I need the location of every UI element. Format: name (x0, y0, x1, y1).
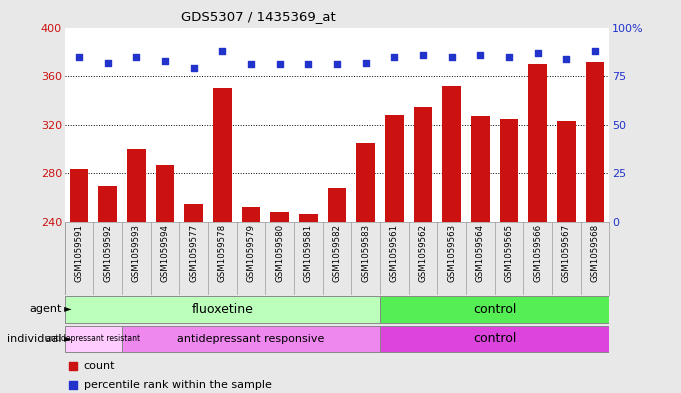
Bar (380, 326, 609, 352)
Point (446, 53, 457, 60)
Text: GSM1059580: GSM1059580 (275, 224, 284, 282)
Bar (65, 326, 122, 352)
Point (332, 61, 343, 68)
Text: GSM1059583: GSM1059583 (361, 224, 370, 282)
Text: GSM1059568: GSM1059568 (590, 224, 600, 282)
Text: GSM1059578: GSM1059578 (218, 224, 227, 282)
Text: GSM1059567: GSM1059567 (562, 224, 571, 282)
Point (417, 51, 428, 58)
Bar (65, 296, 380, 323)
Text: GSM1059577: GSM1059577 (189, 224, 198, 282)
Text: GSM1059594: GSM1059594 (161, 224, 170, 282)
Text: individual: individual (7, 334, 61, 344)
Text: GSM1059579: GSM1059579 (247, 224, 255, 282)
Text: GSM1059563: GSM1059563 (447, 224, 456, 282)
Bar (414, 107, 432, 222)
Text: fluoxetine: fluoxetine (191, 303, 253, 316)
Text: GSM1059592: GSM1059592 (104, 224, 112, 282)
Bar (356, 143, 375, 222)
Point (389, 53, 400, 60)
Point (102, 59, 113, 66)
Bar (98, 185, 117, 222)
Bar (500, 119, 518, 222)
Text: GSM1059591: GSM1059591 (74, 224, 84, 282)
Text: control: control (473, 303, 516, 316)
Bar (242, 208, 260, 222)
Text: control: control (473, 332, 516, 345)
Point (475, 51, 486, 58)
Point (67, 363, 78, 369)
Point (590, 48, 601, 54)
Bar (380, 296, 609, 323)
Text: percentile rank within the sample: percentile rank within the sample (84, 380, 272, 390)
Point (159, 57, 170, 64)
Point (533, 50, 543, 56)
Bar (557, 121, 576, 222)
Text: antidepressant responsive: antidepressant responsive (177, 334, 325, 344)
Bar (528, 64, 547, 222)
Text: GSM1059566: GSM1059566 (533, 224, 542, 282)
Text: ►: ► (61, 305, 72, 314)
Text: ►: ► (61, 334, 72, 344)
Text: GSM1059564: GSM1059564 (476, 224, 485, 282)
Point (360, 59, 371, 66)
Bar (69, 169, 89, 222)
Point (274, 61, 285, 68)
Text: GSM1059582: GSM1059582 (332, 224, 342, 282)
Bar (443, 86, 461, 222)
Point (74, 53, 84, 60)
Bar (127, 149, 146, 222)
Bar (328, 188, 347, 222)
Text: GSM1059593: GSM1059593 (132, 224, 141, 282)
Point (303, 61, 314, 68)
Bar (586, 62, 605, 222)
Point (67, 382, 78, 388)
Bar (299, 213, 318, 222)
Bar (270, 212, 289, 222)
Bar (213, 88, 232, 222)
Text: antidepressant resistant: antidepressant resistant (46, 334, 140, 343)
Bar (471, 116, 490, 222)
Bar (385, 115, 404, 222)
Point (246, 61, 257, 68)
Text: agent: agent (29, 305, 61, 314)
Text: count: count (84, 361, 115, 371)
Text: GSM1059562: GSM1059562 (419, 224, 428, 282)
Bar (156, 165, 174, 222)
Text: GSM1059581: GSM1059581 (304, 224, 313, 282)
Text: GSM1059565: GSM1059565 (505, 224, 513, 282)
Point (188, 65, 199, 72)
Text: GDS5307 / 1435369_at: GDS5307 / 1435369_at (181, 10, 336, 23)
Bar (122, 326, 380, 352)
Point (217, 48, 228, 54)
Bar (185, 204, 203, 222)
Point (131, 53, 142, 60)
Point (504, 53, 515, 60)
Text: GSM1059561: GSM1059561 (390, 224, 399, 282)
Point (561, 55, 572, 62)
